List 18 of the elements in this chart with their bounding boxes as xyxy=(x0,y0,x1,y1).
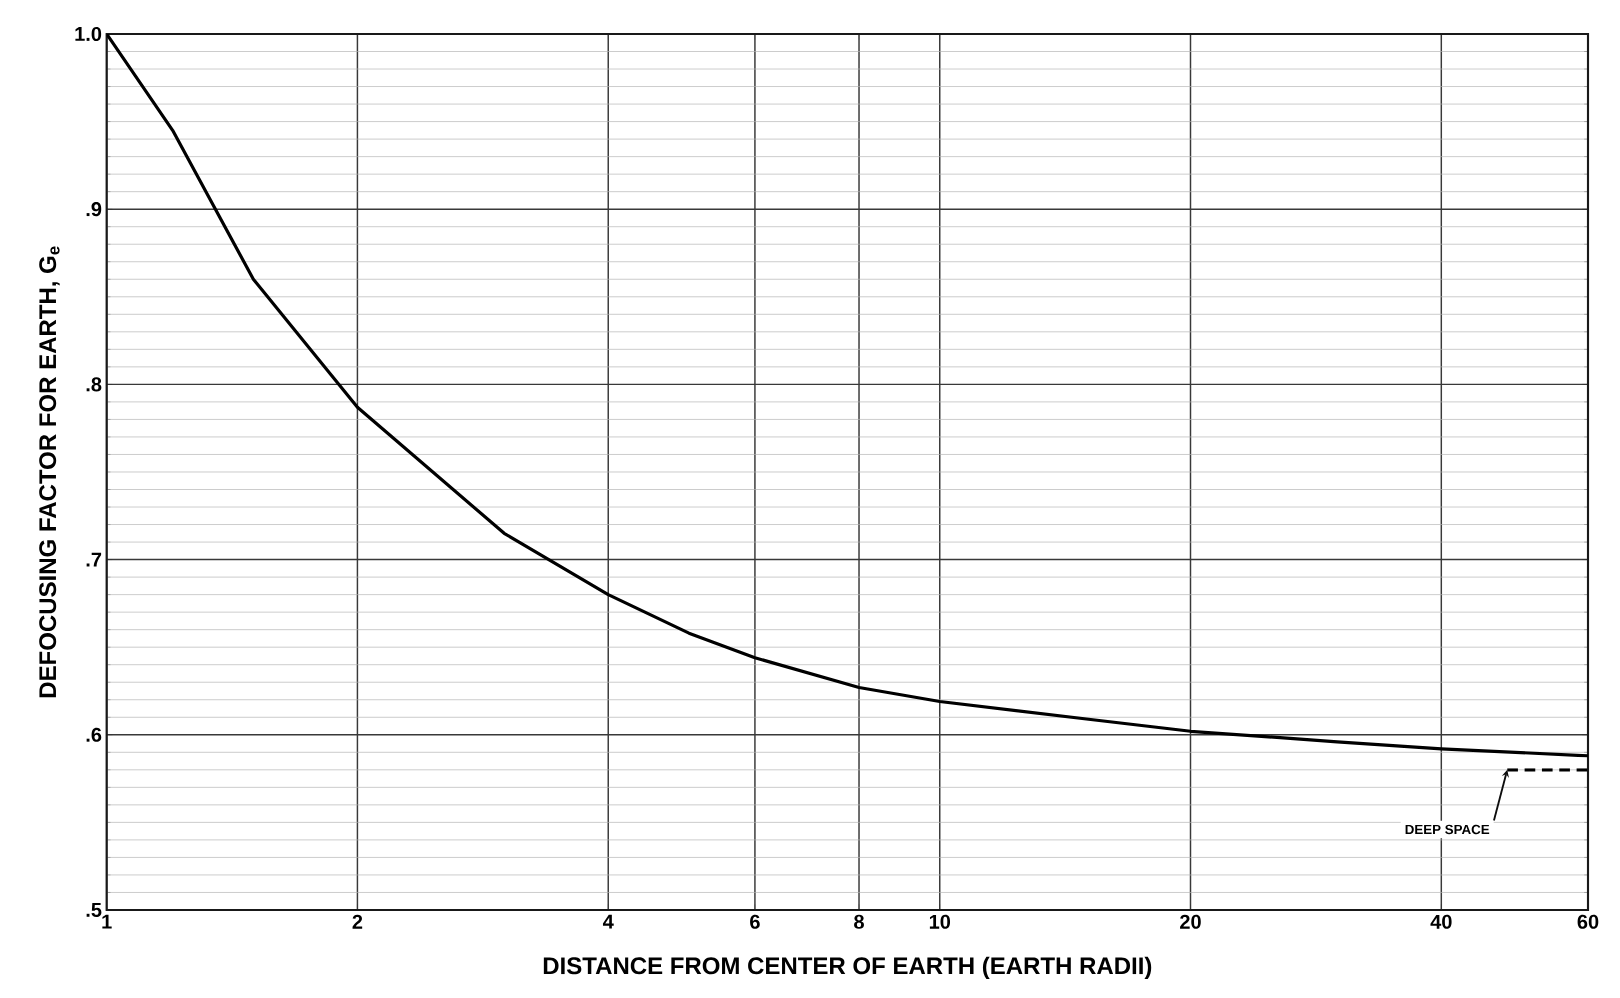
x-axis-title: DISTANCE FROM CENTER OF EARTH (EARTH RADII) xyxy=(543,956,1152,980)
y-tick-label: 1.0 xyxy=(75,26,102,42)
y-tick-label: .6 xyxy=(86,727,102,742)
y-tick-label: .5 xyxy=(86,903,102,917)
x-tick-label: 1 xyxy=(102,914,112,929)
x-tick-label: 8 xyxy=(854,914,864,929)
y-tick-label: .7 xyxy=(86,552,102,567)
y-tick-label: .9 xyxy=(86,202,102,217)
y-axis-title: DEFOCUSING FACTOR FOR EARTH, G$_{e}$ xyxy=(39,246,60,698)
x-tick-label: 20 xyxy=(1180,914,1201,929)
x-tick-label: 60 xyxy=(1577,914,1599,929)
annotation: DEEP SPACE xyxy=(1405,824,1490,835)
x-tick-label: 10 xyxy=(929,914,951,929)
y-tick-label: .8 xyxy=(86,377,102,392)
x-tick-label: 6 xyxy=(750,914,760,929)
x-tick-label: 40 xyxy=(1430,914,1452,929)
x-tick-label: 2 xyxy=(352,914,363,929)
x-tick-label: 4 xyxy=(602,914,614,929)
